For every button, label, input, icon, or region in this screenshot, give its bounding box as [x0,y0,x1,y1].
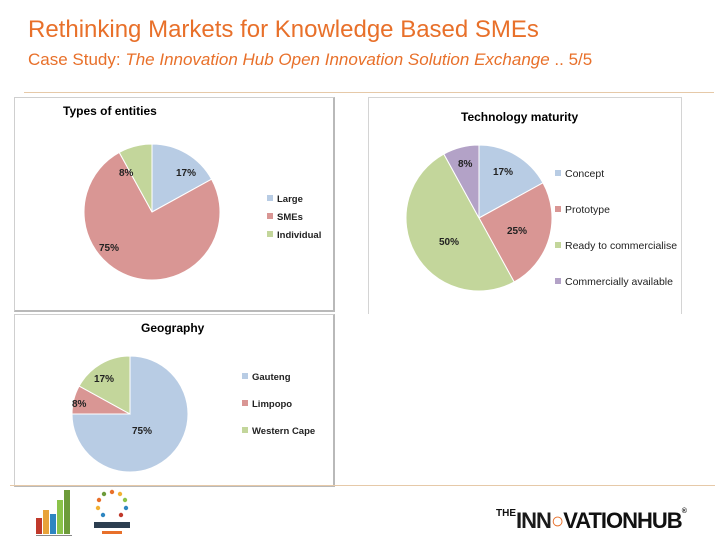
legend-swatch-western-cape [242,427,248,433]
legend-label-western-cape: Western Cape [252,426,315,437]
logo-the: THE [496,508,516,519]
pie-slice-ready-to-commercialise [405,153,515,292]
bar-logo-icon [34,488,78,538]
pie-chart-geography: Geography 75% Gauteng 8% Limpopo 17% Western C… [71,321,315,473]
legend-swatch-smes [267,213,273,219]
pie-slice-prototype [478,182,553,283]
pie-slice-individual [118,143,153,213]
legend-swatch-commercially-available [555,278,561,284]
pie-slice-gauteng [71,355,189,473]
chart-panel-maturity: Technology maturity 17% Concept 25% Prototyp… [368,97,682,314]
logo-registered: ® [681,508,687,515]
logo-part1: INN [516,508,552,533]
slice-label-commercially-available: 8% [458,159,473,170]
legend-swatch-individual [267,231,273,237]
legend-swatch-large [267,195,273,201]
page-subtitle: Case Study: The Innovation Hub Open Inno… [28,50,592,70]
subtitle-italic: The Innovation Hub Open Innovation Solut… [125,50,550,69]
header-divider [24,92,714,93]
chart-title: Technology maturity [461,110,578,124]
pie-slice-commercially-available [443,144,480,219]
subtitle-prefix: Case Study: [28,50,126,69]
pie-slice-smes [83,151,221,281]
legend-label-gauteng: Gauteng [252,372,291,383]
page-title: Rethinking Markets for Knowledge Based S… [28,16,539,43]
legend-swatch-limpopo [242,400,248,406]
footer-divider [10,485,715,486]
legend-label-individual: Individual [277,230,321,241]
slice-label-ready-to-commercialise: 50% [439,237,459,248]
legend-swatch-concept [555,170,561,176]
gauteng-logo-icon [92,488,132,538]
slice-label-prototype: 25% [507,226,527,237]
legend-swatch-ready-to-commercialise [555,242,561,248]
slice-label-large: 17% [176,168,196,179]
subtitle-suffix: .. 5/5 [549,50,593,69]
slice-label-limpopo: 8% [72,399,87,410]
chart-panel-geography: Geography 75% Gauteng 8% Limpopo 17% Western C… [14,314,335,487]
legend-label-large: Large [277,194,303,205]
legend-label-prototype: Prototype [565,204,610,216]
legend-label-concept: Concept [565,168,604,180]
pie-slice-large [151,143,213,213]
slice-label-individual: 8% [119,168,134,179]
logo-part2: VATIONHUB [563,508,683,533]
legend-label-smes: SMEs [277,212,303,223]
slice-label-concept: 17% [493,167,513,178]
legend-label-commercially-available: Commercially available [565,276,673,288]
slice-label-western-cape: 17% [94,374,114,385]
legend-label-limpopo: Limpopo [252,399,292,410]
chart-title: Geography [141,321,205,335]
chart-title: Types of entities [63,104,157,118]
legend-swatch-gauteng [242,373,248,379]
pie-chart-maturity: Technology maturity 17% Concept 25% Prototyp… [405,110,677,292]
slice-label-gauteng: 75% [132,426,152,437]
logo-o-icon: ○ [550,508,564,533]
slice-label-smes: 75% [99,243,119,254]
legend-label-ready-to-commercialise: Ready to commercialise [565,240,677,252]
innovation-hub-logo: THEINN○VATIONHUB® [496,508,687,534]
pie-slice-concept [478,144,544,219]
pie-slice-western-cape [78,355,131,415]
pie-chart-entities: Types of entities 17% Large 75% SMEs 8% Indivi… [63,104,321,281]
legend-swatch-prototype [555,206,561,212]
chart-panel-entities: Types of entities 17% Large 75% SMEs 8% Indivi… [14,97,335,312]
